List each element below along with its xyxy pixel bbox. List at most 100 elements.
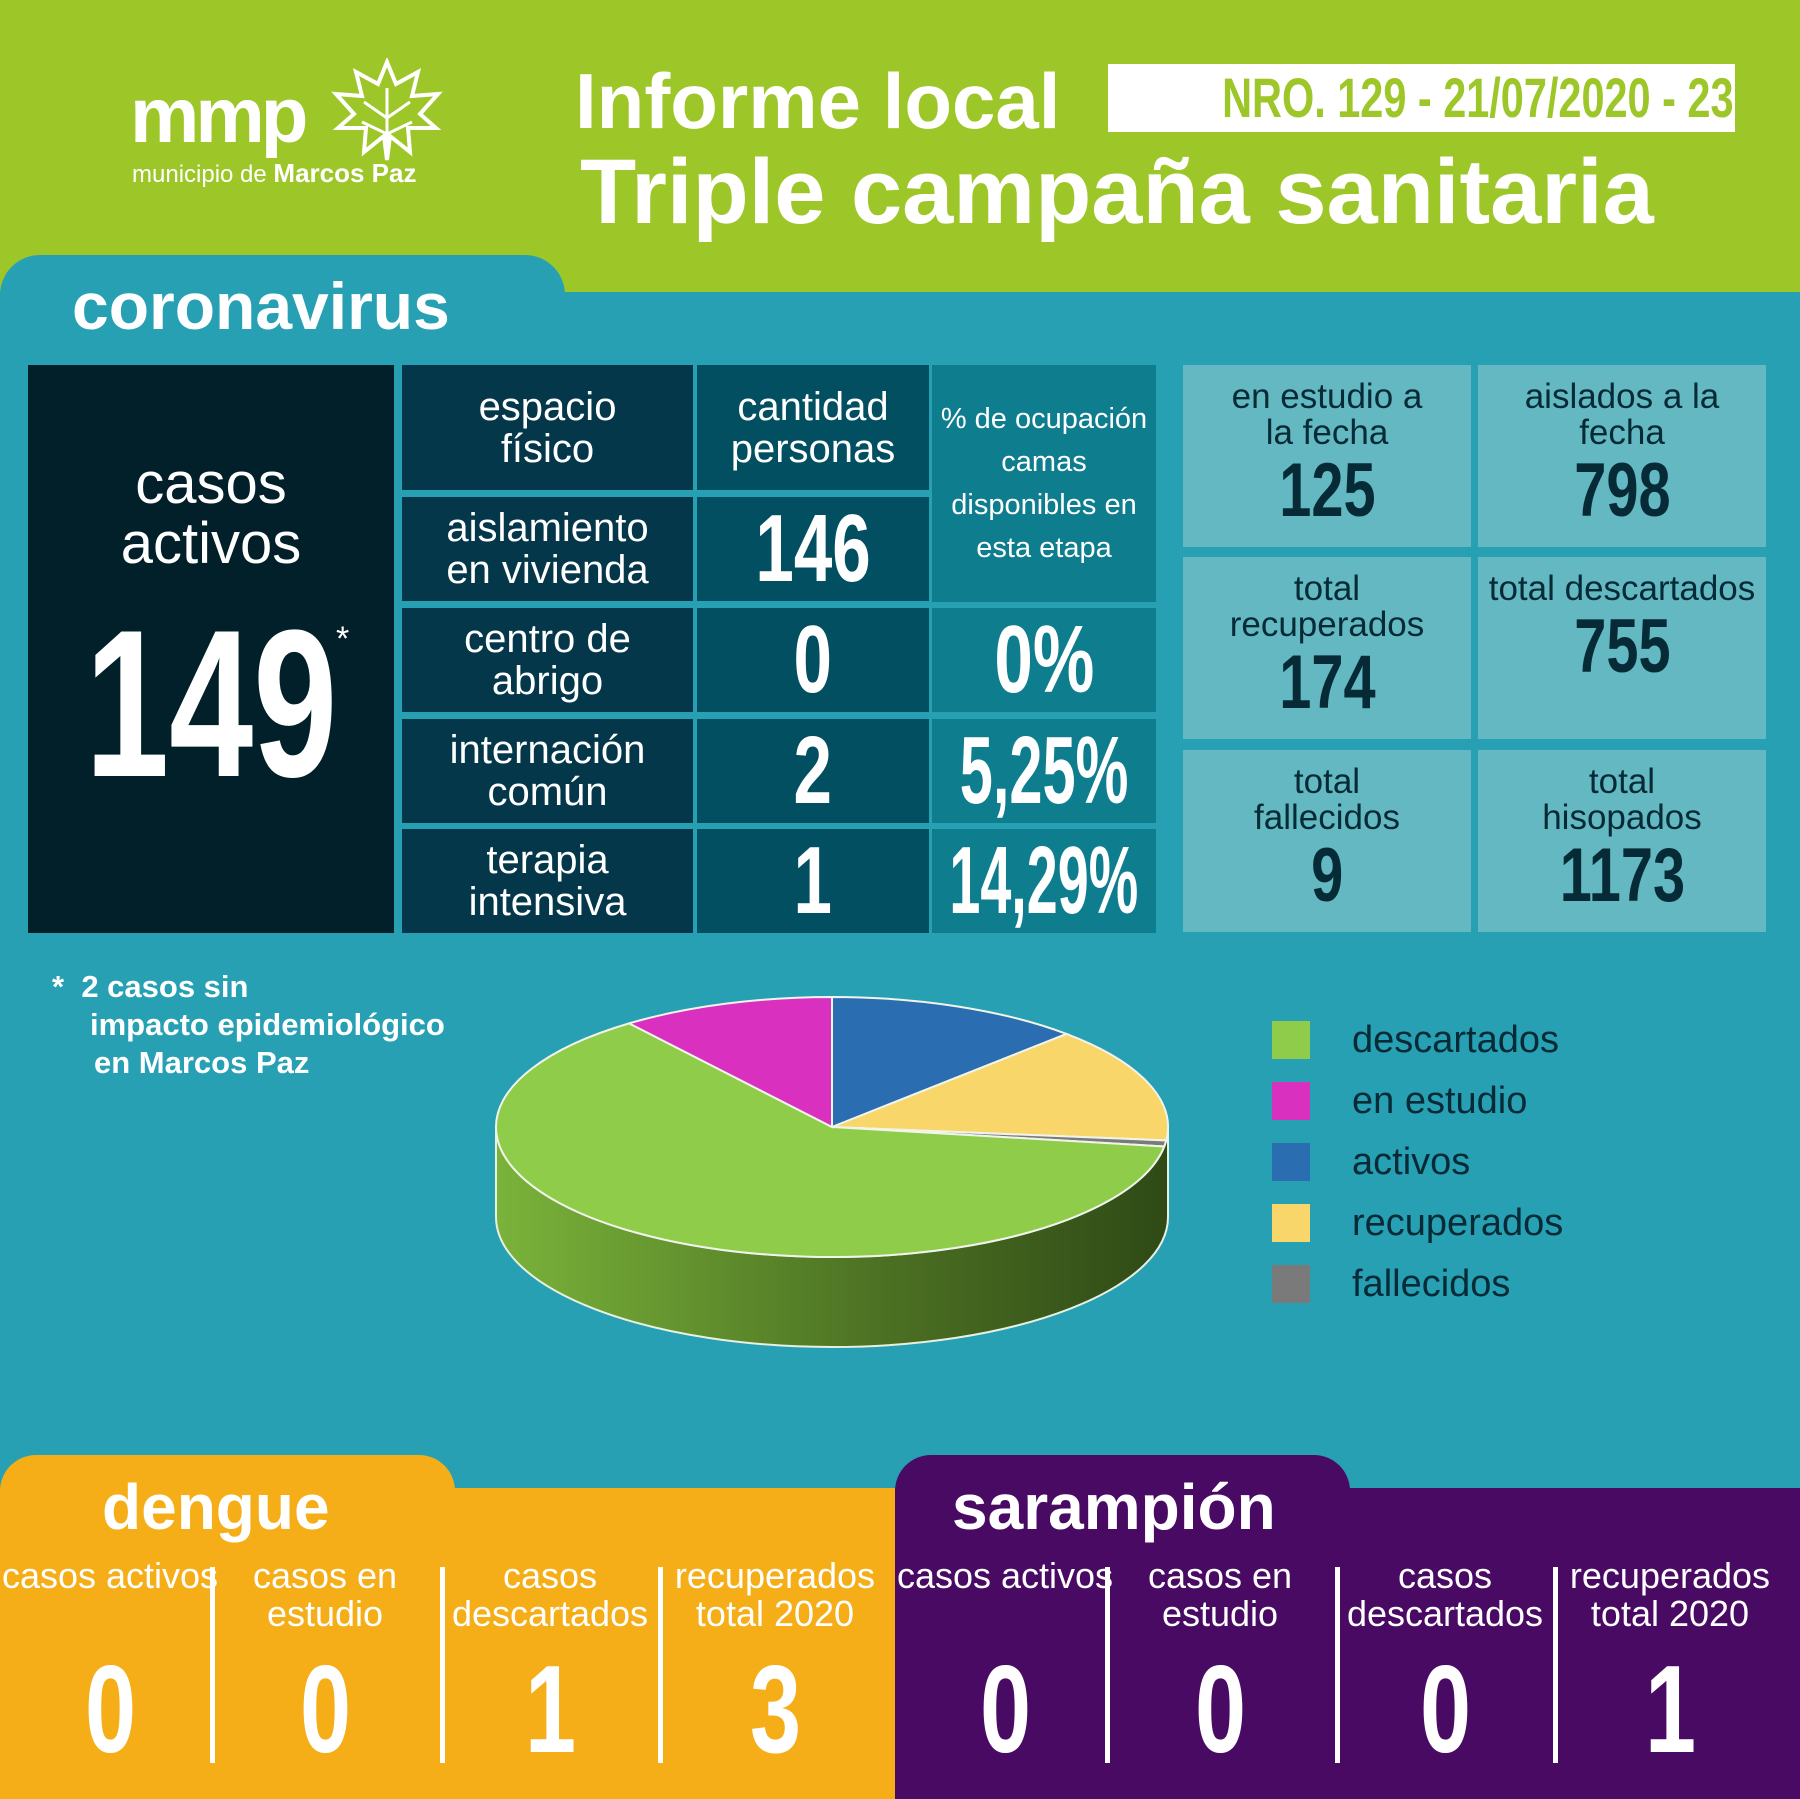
row-ocupacion-2-value: 5,25%: [959, 717, 1129, 824]
row-espacio-0-label: aislamiento en vivienda: [446, 506, 649, 592]
dengue-item-3-label: recuperados total 2020: [674, 1555, 876, 1634]
dengue-item-0-label: casos activos: [1, 1555, 219, 1596]
sarampion-item-2-number: 0: [1419, 1641, 1471, 1779]
row-ocupacion-1-value: 0%: [994, 606, 1094, 713]
pie-slice-activos: [831, 995, 1070, 1129]
header-banner: [0, 0, 1800, 292]
legend-swatch: [1272, 1143, 1310, 1181]
legend-swatch: [1272, 1265, 1310, 1303]
footnote-star: *: [52, 969, 65, 1004]
stat-recuperados-value: 174: [1278, 640, 1376, 725]
stat-aislados-label: aislados a la fecha: [1524, 377, 1720, 452]
active-cases-block: casos activos 149: [28, 365, 394, 933]
row-cantidad-2-value: 2: [793, 717, 833, 824]
row-espacio-1-label: centro de abrigo: [464, 617, 631, 703]
stat-descartados-value: 755: [1573, 604, 1671, 689]
stat-en-estudio-label: en estudio a la fecha: [1231, 377, 1423, 452]
legend-swatch: [1272, 1021, 1310, 1059]
logo-sub-name: Marcos Paz: [273, 158, 417, 188]
dengue-item-1-value: 0: [245, 1648, 405, 1772]
legend-item-recuperados: recuperados: [1272, 1201, 1564, 1244]
sarampion-item-3-number: 1: [1644, 1641, 1696, 1779]
sarampion-item-0-value: 0: [925, 1648, 1085, 1772]
pie-slice-en-estudio: [626, 995, 833, 1129]
legend-swatch: [1272, 1204, 1310, 1242]
sarampion-item-3-value: 1: [1590, 1648, 1750, 1772]
row-ocupacion-3: 14,29%: [932, 829, 1156, 933]
row-espacio-3-label: terapia intensiva: [468, 838, 627, 924]
th-ocupacion-label: % de ocupación camas disponibles en esta…: [940, 402, 1148, 564]
stat-fallecidos-value: 9: [1310, 833, 1344, 918]
row-ocupacion-1: 0%: [932, 608, 1156, 712]
stat-hisopados-label: total hisopados: [1542, 762, 1702, 837]
sarampion-divider-2: [1553, 1567, 1558, 1763]
row-espacio-3: terapia intensiva: [402, 829, 693, 933]
row-espacio-0: aislamiento en vivienda: [402, 497, 693, 601]
stat-hisopados: total hisopados 1173: [1478, 750, 1766, 932]
leaf-icon: [331, 58, 443, 161]
th-espacio: espacio físico: [402, 365, 693, 490]
th-cantidad: cantidad personas: [697, 365, 929, 490]
sarampion-item-1-number: 0: [1194, 1641, 1246, 1779]
stat-fallecidos: total fallecidos 9: [1183, 750, 1471, 932]
footnote-line-1: 2 casos sin: [81, 969, 249, 1004]
active-cases-value: 149: [36, 586, 386, 821]
stat-recuperados: total recuperados 174: [1183, 557, 1471, 739]
stat-en-estudio: en estudio a la fecha 125: [1183, 365, 1471, 547]
row-espacio-2-label: internación común: [449, 728, 646, 814]
stat-aislados: aislados a la fecha 798: [1478, 365, 1766, 547]
sarampion-item-0-label: casos activos: [896, 1555, 1114, 1596]
row-ocupacion-2: 5,25%: [932, 719, 1156, 823]
dengue-item-2-value: 1: [470, 1648, 630, 1772]
active-cases-number: 149: [84, 586, 338, 821]
legend-label: activos: [1352, 1140, 1471, 1183]
dengue-item-0-value: 0: [30, 1648, 190, 1772]
footnote-line-3: en Marcos Paz: [94, 1045, 310, 1080]
row-espacio-2: internación común: [402, 719, 693, 823]
dengue-item-1-label: casos en estudio: [252, 1555, 398, 1634]
dengue-divider-2: [658, 1567, 663, 1763]
stat-recuperados-label: total recuperados: [1229, 569, 1425, 644]
sarampion-divider-0: [1105, 1567, 1110, 1763]
th-cantidad-label: cantidad personas: [730, 384, 896, 471]
stat-aislados-value: 798: [1573, 448, 1671, 533]
sarampion-item-1-label: casos en estudio: [1147, 1555, 1293, 1634]
sarampion-panel: [895, 1488, 1800, 1799]
active-cases-label: casos activos: [120, 451, 302, 576]
logo-sub-prefix: municipio de: [132, 161, 267, 188]
stat-fallecidos-label: total fallecidos: [1254, 762, 1400, 837]
footnote-line-2: impacto epidemiológico: [90, 1007, 445, 1042]
pie-slice-recuperados: [831, 1032, 1169, 1142]
row-cantidad-1-value: 0: [793, 606, 833, 713]
stat-descartados: total descartados 755: [1478, 557, 1766, 739]
dengue-item-3-value: 3: [695, 1648, 855, 1772]
logo: mmp: [130, 71, 308, 159]
dengue-item-2-label: casos descartados: [451, 1555, 649, 1634]
legend-label: fallecidos: [1352, 1262, 1511, 1305]
dengue-item-3-number: 3: [749, 1641, 801, 1779]
pie-chart: [495, 995, 1169, 1348]
asterisk: *: [336, 620, 350, 658]
stat-descartados-label: total descartados: [1488, 569, 1756, 608]
legend-label: recuperados: [1352, 1201, 1564, 1244]
sarampion-item-0-number: 0: [979, 1641, 1031, 1779]
legend-item-en-estudio: en estudio: [1272, 1079, 1528, 1122]
campaign-title: Triple campaña sanitaria: [580, 141, 1654, 243]
report-number: NRO. 129 - 21/07/2020 - 23.00 HS.: [1222, 66, 1735, 129]
row-cantidad-2: 2: [697, 719, 929, 823]
dengue-item-2-number: 1: [524, 1641, 576, 1779]
logo-subtitle: municipio de Marcos Paz: [132, 158, 417, 189]
legend-item-descartados: descartados: [1272, 1019, 1559, 1061]
dengue-panel: [0, 1488, 895, 1799]
row-cantidad-0: 146: [697, 497, 929, 601]
pie-slice-descartados: [495, 1022, 1166, 1258]
legend-item-activos: activos: [1272, 1140, 1471, 1183]
dengue-divider-1: [440, 1567, 445, 1763]
legend-label: en estudio: [1352, 1079, 1528, 1122]
dengue-title: dengue: [102, 1471, 330, 1543]
dengue-item-0-number: 0: [84, 1641, 136, 1779]
th-ocupacion: % de ocupación camas disponibles en esta…: [932, 365, 1156, 602]
stat-en-estudio-value: 125: [1278, 448, 1376, 533]
legend-swatch: [1272, 1082, 1310, 1120]
pie-slices: [495, 995, 1169, 1258]
